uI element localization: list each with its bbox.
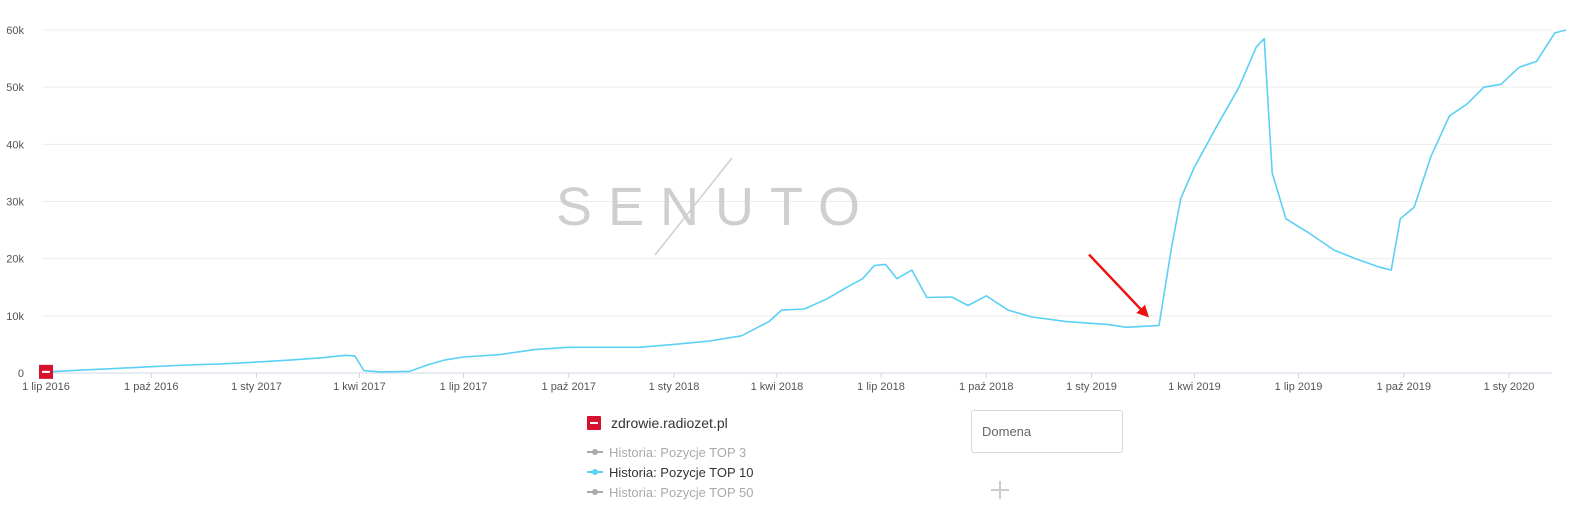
x-tick-label: 1 lip 2016 — [22, 381, 70, 393]
chart-grid — [42, 29, 1552, 374]
x-tick-label: 1 paź 2017 — [542, 381, 596, 393]
legend-site: zdrowie.radiozet.pl — [587, 412, 754, 434]
legend-item-label: Historia: Pozycje TOP 10 — [609, 464, 754, 480]
x-axis-ticks: 1 lip 2016 1 paź 2016 1 sty 2017 1 kwi 2017… — [22, 373, 1534, 393]
senuto-watermark: SENUTO — [556, 177, 876, 237]
arrow-head — [1136, 304, 1149, 318]
x-tick-label: 1 sty 2018 — [649, 381, 700, 393]
legend-swatch-icon — [587, 469, 603, 475]
legend-swatch-icon — [587, 489, 603, 495]
legend-site-label: zdrowie.radiozet.pl — [611, 415, 728, 431]
radiozet-logo-icon — [587, 416, 601, 430]
watermark-slash — [654, 157, 733, 256]
legend-item-label: Historia: Pozycje TOP 3 — [609, 444, 747, 460]
x-tick-label: 1 kwi 2018 — [751, 381, 804, 393]
legend-item-top50[interactable]: Historia: Pozycje TOP 50 — [587, 482, 754, 502]
y-tick-label: 10k — [6, 311, 24, 323]
x-tick-label: 1 kwi 2017 — [333, 381, 386, 393]
arrow-shaft — [1088, 253, 1144, 313]
y-tick-label: 50k — [6, 82, 24, 94]
line-chart: 0 10k 20k 30k 40k 50k 60k 1 lip 2016 1 paź 2016… — [6, 25, 1567, 393]
plus-icon[interactable] — [989, 479, 1011, 501]
legend: zdrowie.radiozet.pl Historia: Pozycje TO… — [587, 412, 754, 502]
x-tick-label: 1 kwi 2019 — [1168, 381, 1221, 393]
x-tick-label: 1 sty 2019 — [1066, 381, 1117, 393]
y-tick-label: 30k — [6, 197, 24, 209]
y-axis-ticks: 0 10k 20k 30k 40k 50k 60k — [6, 25, 24, 380]
x-tick-label: 1 lip 2017 — [440, 381, 488, 393]
series-line-top10 — [45, 29, 1567, 373]
legend-swatch-icon — [587, 449, 603, 455]
domain-input[interactable] — [972, 411, 1122, 452]
y-tick-label: 20k — [6, 254, 24, 266]
legend-item-label: Historia: Pozycje TOP 50 — [609, 484, 754, 500]
x-tick-label: 1 lip 2019 — [1275, 381, 1323, 393]
legend-item-top10[interactable]: Historia: Pozycje TOP 10 — [587, 462, 754, 482]
site-marker-icon — [39, 364, 53, 379]
y-tick-label: 0 — [18, 368, 24, 380]
y-tick-label: 60k — [6, 25, 24, 37]
y-tick-label: 40k — [6, 139, 24, 151]
x-tick-label: 1 paź 2019 — [1377, 381, 1431, 393]
x-tick-label: 1 paź 2018 — [959, 381, 1013, 393]
x-tick-label: 1 lip 2018 — [857, 381, 905, 393]
x-tick-label: 1 sty 2017 — [231, 381, 282, 393]
annotation-arrow — [1088, 253, 1149, 318]
domain-field[interactable] — [971, 410, 1123, 453]
site-marker-glyph — [42, 370, 50, 373]
x-tick-label: 1 sty 2020 — [1484, 381, 1535, 393]
x-tick-label: 1 paź 2016 — [124, 381, 178, 393]
legend-item-top3[interactable]: Historia: Pozycje TOP 3 — [587, 442, 754, 462]
